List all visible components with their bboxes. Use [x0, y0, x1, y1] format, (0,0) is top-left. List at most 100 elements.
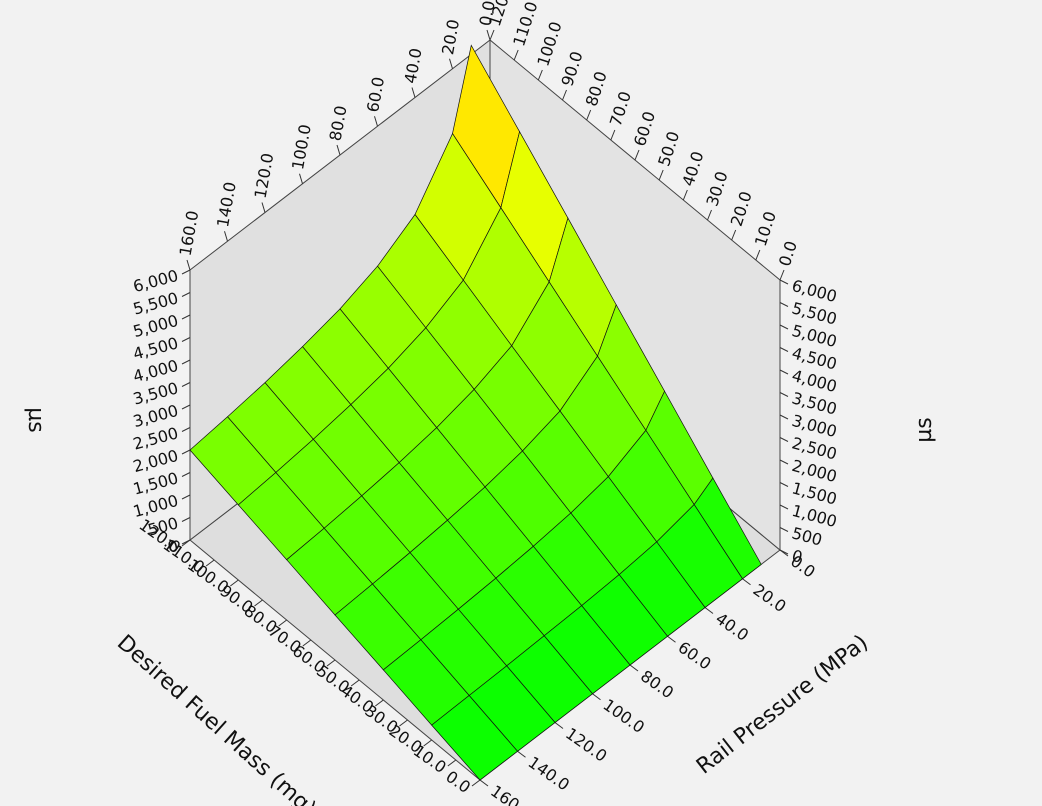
y-tick: [779, 549, 789, 557]
tick-label: 110.0: [509, 0, 541, 49]
y-tick: [336, 144, 341, 156]
z-axis-title: µs: [912, 417, 937, 442]
y-tick: [592, 693, 601, 701]
x-tick: [489, 29, 495, 41]
tick-label: 30.0: [703, 169, 732, 209]
x-tick: [181, 539, 191, 547]
z-tick: [779, 527, 789, 532]
z-tick: [181, 269, 191, 275]
y-tick: [261, 202, 266, 213]
tick-label: 140.0: [525, 753, 573, 795]
y-tick: [486, 29, 491, 41]
tick-label: 60.0: [630, 109, 659, 149]
z-tick: [779, 324, 789, 330]
z-tick: [779, 369, 789, 375]
tick-label: 20.0: [750, 580, 790, 616]
tick-label: 140.0: [213, 180, 240, 228]
tick-label: 80.0: [326, 104, 351, 142]
tick-label: 60.0: [675, 638, 715, 674]
x-tick: [399, 719, 408, 727]
tick-label: 40.0: [401, 47, 426, 85]
y-tick: [629, 664, 639, 672]
z-tick: [181, 359, 191, 365]
y-axis-title: Rail Pressure (MPa): [692, 630, 873, 779]
z-tick: [181, 517, 191, 522]
tick-label: 20.0: [438, 18, 463, 56]
z-tick: [181, 404, 191, 410]
tick-label: 160.0: [176, 209, 203, 257]
x-tick: [471, 779, 481, 787]
x-tick: [586, 109, 592, 121]
z-tick: [181, 382, 191, 387]
tick-label: 100.0: [288, 123, 315, 171]
y-tick: [374, 116, 378, 127]
tick-label: 160.0: [487, 781, 535, 806]
x-tick: [350, 679, 360, 687]
y-tick: [411, 87, 416, 98]
x-tick: [513, 49, 519, 61]
z-tick: [181, 494, 191, 500]
z-tick: [181, 472, 191, 477]
tick-label: 0: [790, 546, 805, 567]
y-tick: [742, 578, 751, 586]
tick-label: 80.0: [582, 69, 611, 109]
x-tick: [205, 559, 215, 567]
x-tick: [707, 209, 712, 221]
x-tick: [302, 639, 312, 647]
z-tick: [181, 427, 191, 432]
y-tick: [449, 58, 453, 69]
tick-label: 0.0: [476, 0, 499, 27]
z-tick: [779, 482, 789, 487]
tick-label: 50.0: [654, 129, 683, 169]
y-tick: [299, 173, 303, 184]
z-tick: [181, 337, 191, 342]
z-tick: [779, 302, 789, 307]
x-tick: [254, 599, 263, 607]
x-tick: [610, 129, 616, 141]
tick-label: 20.0: [727, 189, 756, 229]
tick-label: 80.0: [637, 666, 677, 702]
z-tick: [779, 347, 789, 352]
tick-label: 100.0: [533, 19, 565, 68]
x-tick: [423, 739, 432, 747]
z-tick: [779, 414, 789, 420]
x-tick: [278, 619, 287, 627]
z-tick: [779, 392, 789, 397]
tick-label: 100.0: [600, 695, 648, 737]
x-tick: [779, 269, 785, 281]
x-tick: [682, 189, 688, 201]
tick-label: 0: [165, 536, 180, 557]
z-tick: [181, 314, 191, 320]
tick-label: 60.0: [363, 75, 388, 113]
tick-label: 120.0: [251, 152, 278, 200]
z-tick: [779, 504, 789, 510]
tick-label: 0.0: [775, 239, 801, 269]
tick-label: 120.0: [562, 724, 610, 766]
x-tick: [230, 579, 239, 587]
x-tick: [755, 249, 761, 261]
y-tick: [479, 779, 489, 787]
z-axis-title: µs: [23, 407, 48, 432]
x-tick: [537, 69, 543, 81]
tick-label: 70.0: [606, 89, 635, 129]
y-tick: [704, 607, 714, 614]
x-tick: [326, 659, 336, 667]
x-tick: [447, 759, 457, 767]
y-tick: [517, 750, 526, 758]
z-tick: [779, 279, 789, 285]
z-tick: [181, 292, 191, 297]
tick-label: 90.0: [558, 49, 587, 89]
y-tick: [224, 231, 228, 242]
x-tick: [658, 169, 664, 181]
x-tick: [375, 699, 384, 707]
tick-label: 40.0: [678, 149, 707, 189]
surface-patch: [431, 695, 519, 781]
y-tick: [554, 722, 564, 729]
x-tick: [731, 229, 737, 241]
tick-label: 10.0: [751, 209, 780, 249]
z-tick: [181, 449, 191, 455]
z-tick: [779, 459, 789, 465]
tick-label: 40.0: [712, 609, 752, 645]
z-tick: [779, 437, 789, 442]
